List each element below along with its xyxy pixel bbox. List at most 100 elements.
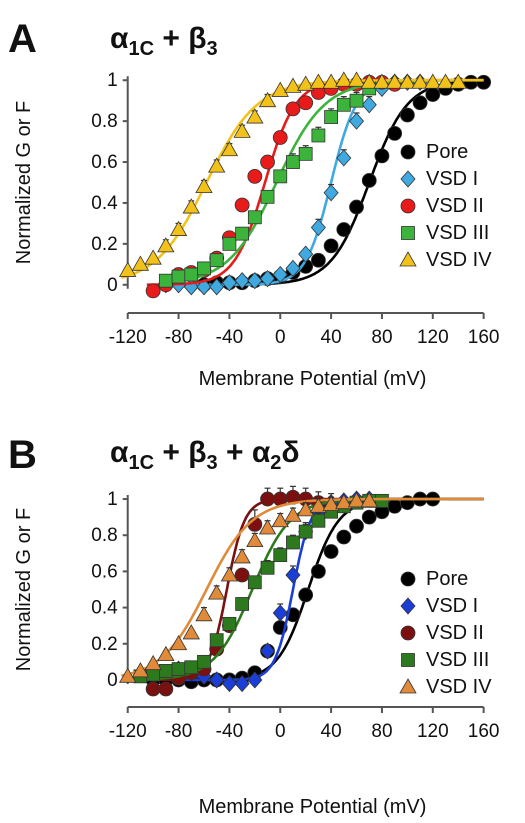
data-point: [412, 95, 428, 111]
data-point: [271, 81, 289, 97]
legend-marker: [400, 571, 416, 587]
y-tick-label: 0.6: [91, 152, 117, 173]
data-point: [247, 272, 263, 290]
data-point: [286, 535, 300, 550]
data-point: [235, 226, 250, 241]
y-axis-label: Normalized G or F: [13, 508, 35, 671]
data-point: [272, 130, 288, 145]
data-point: [349, 199, 364, 215]
data-point: [375, 493, 389, 508]
series-vsd-iv: [119, 71, 484, 280]
data-point: [247, 575, 262, 590]
data-point: [131, 255, 150, 271]
data-point: [296, 75, 315, 91]
data-point: [184, 660, 199, 675]
data-point: [208, 157, 226, 173]
data-point: [298, 245, 314, 263]
data-point: [233, 548, 251, 564]
x-axis-label: Membrane Potential (mV): [199, 368, 427, 390]
data-point: [336, 222, 352, 237]
data-point: [335, 71, 353, 87]
data-point: [361, 509, 377, 525]
data-point: [349, 93, 364, 108]
data-point: [385, 73, 404, 89]
y-tick-label: 0: [107, 670, 118, 691]
data-point: [273, 169, 288, 184]
data-point: [335, 493, 353, 510]
x-tick-label: 120: [417, 327, 449, 348]
data-point: [311, 513, 326, 528]
data-point: [235, 597, 250, 611]
data-point: [285, 259, 301, 278]
data-point: [258, 91, 277, 108]
data-point: [284, 77, 302, 93]
data-point: [284, 506, 302, 522]
data-point: [158, 664, 173, 678]
data-point: [247, 168, 263, 184]
x-tick-label: -120: [109, 327, 147, 348]
legend-label: VSD I: [426, 595, 478, 617]
data-point: [195, 606, 213, 622]
data-point: [323, 544, 339, 559]
panel-label: B: [8, 433, 37, 477]
data-point: [169, 220, 188, 236]
data-point: [260, 560, 275, 575]
data-point: [260, 270, 276, 288]
x-tick-label: -40: [216, 327, 243, 348]
data-point: [158, 681, 174, 697]
data-point: [310, 564, 326, 579]
x-tick-label: 0: [275, 721, 286, 742]
data-point: [272, 265, 288, 284]
data-point: [348, 112, 365, 130]
fit-curve: [121, 497, 484, 677]
data-point: [260, 189, 275, 204]
data-point: [411, 73, 429, 89]
legend: Pore VSD I VSD II VSD III VSD IV: [399, 568, 492, 698]
data-point: [171, 269, 186, 284]
data-point: [246, 531, 264, 548]
y-tick-label: 1: [107, 489, 118, 510]
x-tick-label: -40: [216, 721, 243, 742]
x-tick-label: -120: [109, 721, 147, 742]
data-point: [234, 197, 250, 213]
data-point: [182, 198, 200, 214]
chart-title: α1C + β3: [110, 22, 218, 60]
data-point: [424, 73, 442, 89]
series-vsd-iii: [158, 79, 484, 288]
data-point: [324, 110, 339, 124]
legend: Pore VSD I VSD II VSD III VSD IV: [399, 141, 492, 271]
y-tick-label: 0.4: [91, 193, 118, 214]
data-point: [373, 73, 391, 89]
data-point: [157, 645, 175, 662]
panel-label: A: [8, 17, 37, 61]
data-point: [222, 236, 237, 251]
legend-marker: [400, 144, 416, 160]
data-point: [119, 667, 137, 683]
series-vsd-iv: [119, 492, 484, 683]
data-point: [195, 177, 213, 193]
data-point: [171, 662, 186, 676]
data-point: [360, 492, 378, 508]
data-point: [246, 108, 264, 124]
data-point: [234, 272, 250, 290]
data-point: [387, 498, 403, 514]
data-point: [286, 155, 300, 169]
data-point: [144, 249, 162, 265]
legend-marker: [400, 625, 416, 641]
x-tick-label: -80: [165, 327, 192, 348]
data-point: [336, 529, 352, 545]
data-point: [247, 671, 263, 689]
data-point: [209, 253, 224, 268]
data-point: [144, 654, 162, 671]
legend-label: VSD I: [426, 168, 478, 190]
data-point: [209, 278, 225, 296]
data-point: [221, 274, 237, 292]
data-point: [220, 140, 239, 157]
y-tick-label: 0.8: [91, 525, 117, 546]
data-point: [322, 73, 340, 89]
y-tick-label: 0.2: [91, 234, 117, 255]
data-point: [436, 73, 455, 89]
